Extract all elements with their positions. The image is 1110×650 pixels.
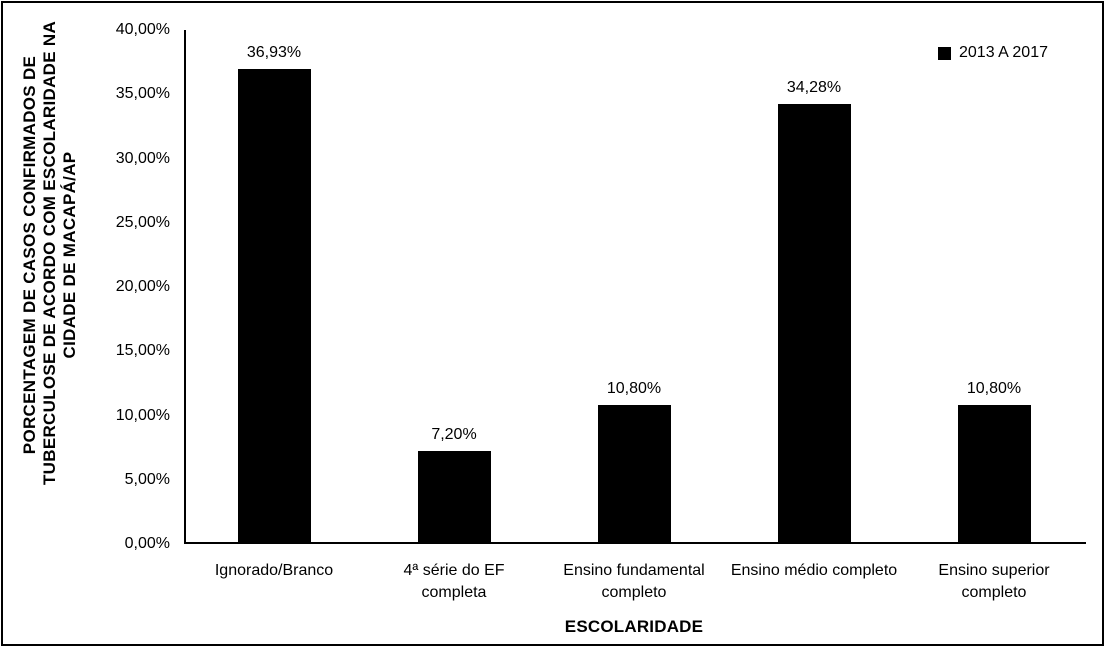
y-tick-label: 5,00% (124, 470, 170, 488)
y-axis-line (184, 30, 186, 544)
x-axis-title: ESCOLARIDADE (564, 617, 704, 636)
legend-label: 2013 A 2017 (959, 44, 1048, 61)
y-tick-label: 25,00% (115, 213, 170, 231)
y-tick-label: 20,00% (115, 278, 170, 295)
bar-value-label: 34,28% (786, 78, 842, 96)
bar (237, 69, 311, 544)
bar-value-label: 36,93% (246, 44, 302, 62)
y-tick-label: 10,00% (115, 406, 170, 424)
x-category-label: Ignorado/Branco (214, 562, 334, 579)
bar (777, 103, 851, 544)
bar-value-label: 10,80% (966, 380, 1022, 398)
bar-value-label: 10,80% (606, 380, 662, 398)
bar (417, 451, 491, 544)
x-category-label: 4ª série do EF completa (403, 562, 505, 601)
y-tick-label: 40,00% (115, 21, 170, 38)
y-tick-label: 15,00% (115, 342, 170, 360)
x-category-label: Ensino superior completo (938, 562, 1050, 601)
bar (597, 405, 671, 544)
bar (957, 405, 1031, 544)
y-tick-label: 30,00% (115, 149, 170, 167)
legend: 2013 A 2017 (938, 44, 1048, 62)
y-tick-label: 0,00% (124, 535, 170, 552)
x-category-label: Ensino médio completo (730, 562, 898, 579)
legend-swatch-icon (938, 46, 951, 60)
y-tick-label: 35,00% (115, 85, 170, 103)
bar-value-label: 7,20% (431, 426, 477, 444)
x-category-label: Ensino fundamental completo (563, 562, 705, 601)
x-axis-line (184, 542, 1086, 544)
